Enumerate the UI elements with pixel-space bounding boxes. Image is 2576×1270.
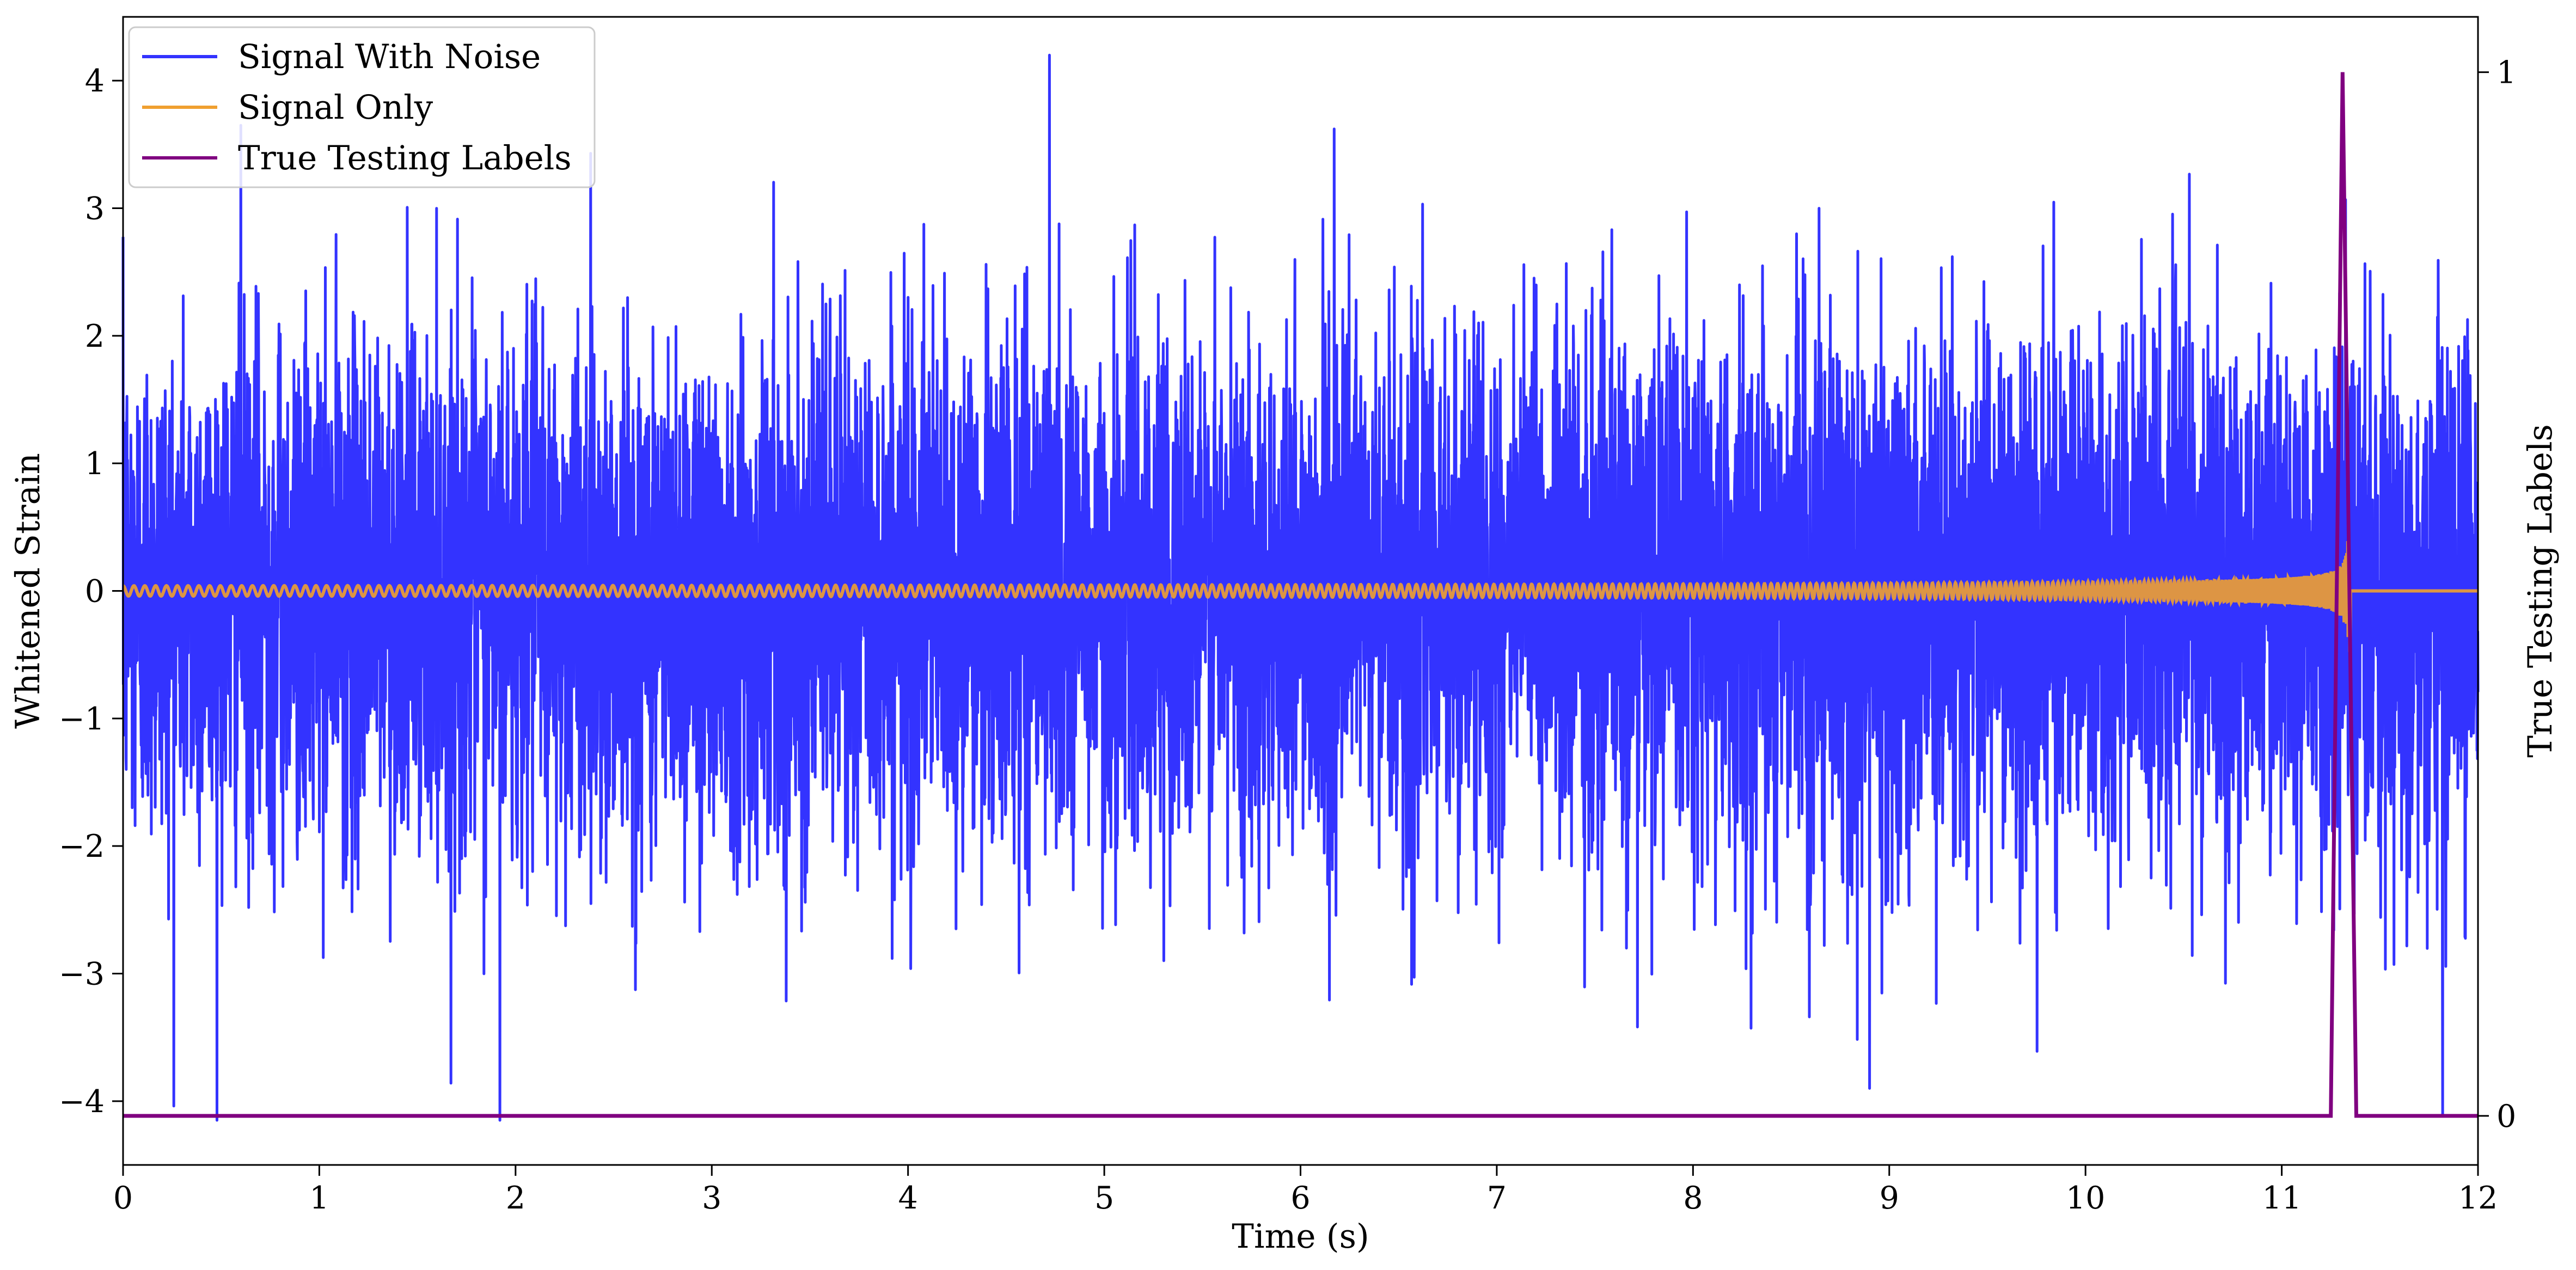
y-tick-label: 3 bbox=[85, 191, 105, 227]
series-layer bbox=[121, 53, 2480, 1122]
x-tick-label: 8 bbox=[1683, 1180, 1703, 1216]
true-testing-labels-line bbox=[123, 72, 2478, 1118]
legend: Signal With Noise Signal Only True Testing… bbox=[128, 26, 596, 188]
x-tick-label: 6 bbox=[1290, 1180, 1310, 1216]
y2-tick-label: 0 bbox=[2497, 1099, 2516, 1134]
x-tick-label: 3 bbox=[702, 1180, 721, 1216]
x-tick-label: 10 bbox=[2066, 1180, 2106, 1216]
y-tick-label: −4 bbox=[59, 1084, 105, 1120]
x-tick-label: 9 bbox=[1880, 1180, 1899, 1216]
y-tick-label: 2 bbox=[85, 318, 105, 354]
x-tick-label: 1 bbox=[309, 1180, 329, 1216]
y2-tick-label: 1 bbox=[2497, 55, 2516, 91]
signal-only-line bbox=[122, 541, 2478, 652]
x-tick-label: 0 bbox=[113, 1180, 133, 1216]
x-tick-label: 7 bbox=[1487, 1180, 1507, 1216]
y-axis-label: Whitened Strain bbox=[9, 453, 47, 729]
y-tick-label: −1 bbox=[59, 701, 105, 737]
x-axis-label: Time (s) bbox=[1232, 1217, 1369, 1256]
y-tick-label: 0 bbox=[85, 574, 105, 610]
legend-label: Signal Only bbox=[238, 88, 433, 127]
legend-label: True Testing Labels bbox=[238, 139, 572, 177]
y-tick-label: 1 bbox=[85, 446, 105, 482]
legend-label: Signal With Noise bbox=[238, 38, 541, 76]
x-tick-label: 4 bbox=[898, 1180, 918, 1216]
y2-axis-label: True Testing Labels bbox=[2521, 424, 2560, 758]
x-tick-label: 5 bbox=[1094, 1180, 1114, 1216]
x-tick-label: 11 bbox=[2262, 1180, 2302, 1216]
x-tick-label: 12 bbox=[2458, 1180, 2498, 1216]
signal-with-noise-line bbox=[121, 53, 2480, 1122]
x-tick-label: 2 bbox=[506, 1180, 525, 1216]
legend-box bbox=[128, 26, 596, 188]
y-tick-label: 4 bbox=[85, 63, 105, 99]
y-tick-label: −2 bbox=[59, 829, 105, 864]
y-tick-label: −3 bbox=[59, 956, 105, 992]
